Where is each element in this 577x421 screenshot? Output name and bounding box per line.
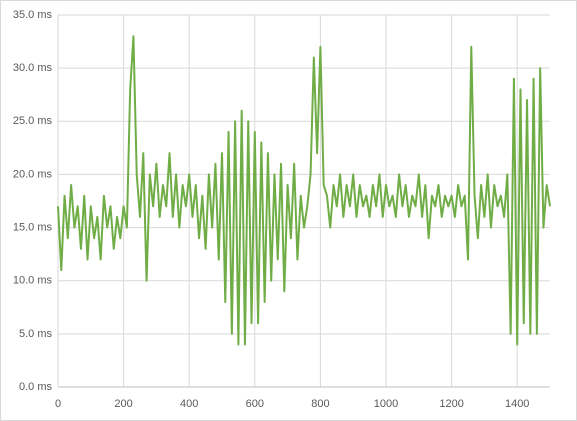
- y-tick-label: 30.0 ms: [13, 62, 53, 74]
- x-tick-label: 400: [180, 398, 198, 410]
- y-tick-label: 0.0 ms: [19, 381, 53, 393]
- x-tick-label: 1200: [439, 398, 463, 410]
- x-tick-label: 1000: [374, 398, 398, 410]
- y-tick-label: 5.0 ms: [19, 328, 53, 340]
- x-tick-label: 800: [311, 398, 329, 410]
- x-tick-label: 0: [55, 398, 61, 410]
- x-tick-label: 600: [246, 398, 264, 410]
- y-tick-label: 20.0 ms: [13, 168, 53, 180]
- y-tick-label: 25.0 ms: [13, 115, 53, 127]
- y-tick-label: 10.0 ms: [13, 275, 53, 287]
- y-tick-label: 15.0 ms: [13, 221, 53, 233]
- x-tick-label: 1400: [505, 398, 529, 410]
- y-tick-label: 35.0 ms: [13, 9, 53, 21]
- x-tick-label: 200: [114, 398, 132, 410]
- data-line: [57, 35, 551, 346]
